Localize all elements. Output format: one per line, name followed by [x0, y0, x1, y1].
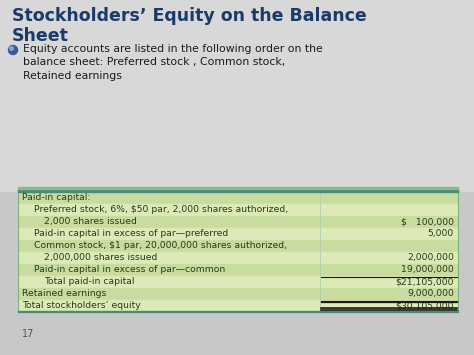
Bar	[18, 216, 458, 228]
Text: Preferred stock, 6%, $50 par, 2,000 shares authorized,: Preferred stock, 6%, $50 par, 2,000 shar…	[34, 205, 288, 214]
Text: Paid-in capital:: Paid-in capital:	[22, 193, 91, 202]
Bar	[18, 288, 458, 300]
Text: 17: 17	[22, 329, 35, 339]
Bar	[18, 252, 458, 264]
Text: Paid-in capital in excess of par—common: Paid-in capital in excess of par—common	[34, 265, 225, 274]
Text: Total stockholders’ equity: Total stockholders’ equity	[22, 301, 141, 310]
Text: 9,000,000: 9,000,000	[407, 289, 454, 298]
Bar	[18, 240, 458, 252]
Bar	[18, 187, 458, 189]
Text: Stockholders’ Equity on the Balance: Stockholders’ Equity on the Balance	[12, 7, 367, 25]
Bar	[18, 204, 458, 216]
Bar	[18, 300, 458, 312]
Bar	[18, 264, 458, 276]
Text: $   100,000: $ 100,000	[401, 217, 454, 226]
Bar	[18, 311, 458, 312]
Text: Common stock, $1 par, 20,000,000 shares authorized,: Common stock, $1 par, 20,000,000 shares …	[34, 241, 287, 250]
Text: Retained earnings: Retained earnings	[23, 71, 122, 81]
Text: Sheet: Sheet	[12, 27, 69, 45]
Text: Paid-in capital in excess of par—preferred: Paid-in capital in excess of par—preferr…	[34, 229, 228, 238]
Text: Total paid-in capital: Total paid-in capital	[44, 277, 135, 286]
Text: 2,000,000: 2,000,000	[407, 253, 454, 262]
Bar	[18, 189, 458, 192]
Text: 19,000,000: 19,000,000	[401, 265, 454, 274]
Bar	[18, 228, 458, 240]
Bar	[18, 276, 458, 288]
Text: Equity accounts are listed in the following order on the: Equity accounts are listed in the follow…	[23, 44, 323, 54]
Text: $30,105,000: $30,105,000	[395, 301, 454, 310]
Bar	[0, 192, 474, 355]
Text: Retained earnings: Retained earnings	[22, 289, 106, 298]
Circle shape	[9, 47, 13, 50]
Circle shape	[9, 45, 18, 55]
Text: balance sheet: Preferred stock , Common stock,: balance sheet: Preferred stock , Common …	[23, 58, 285, 67]
Bar	[0, 0, 474, 192]
Text: 5,000: 5,000	[428, 229, 454, 238]
Text: $21,105,000: $21,105,000	[395, 277, 454, 286]
Bar	[18, 192, 458, 204]
Text: 2,000,000 shares issued: 2,000,000 shares issued	[44, 253, 157, 262]
Text: 2,000 shares issued: 2,000 shares issued	[44, 217, 137, 226]
